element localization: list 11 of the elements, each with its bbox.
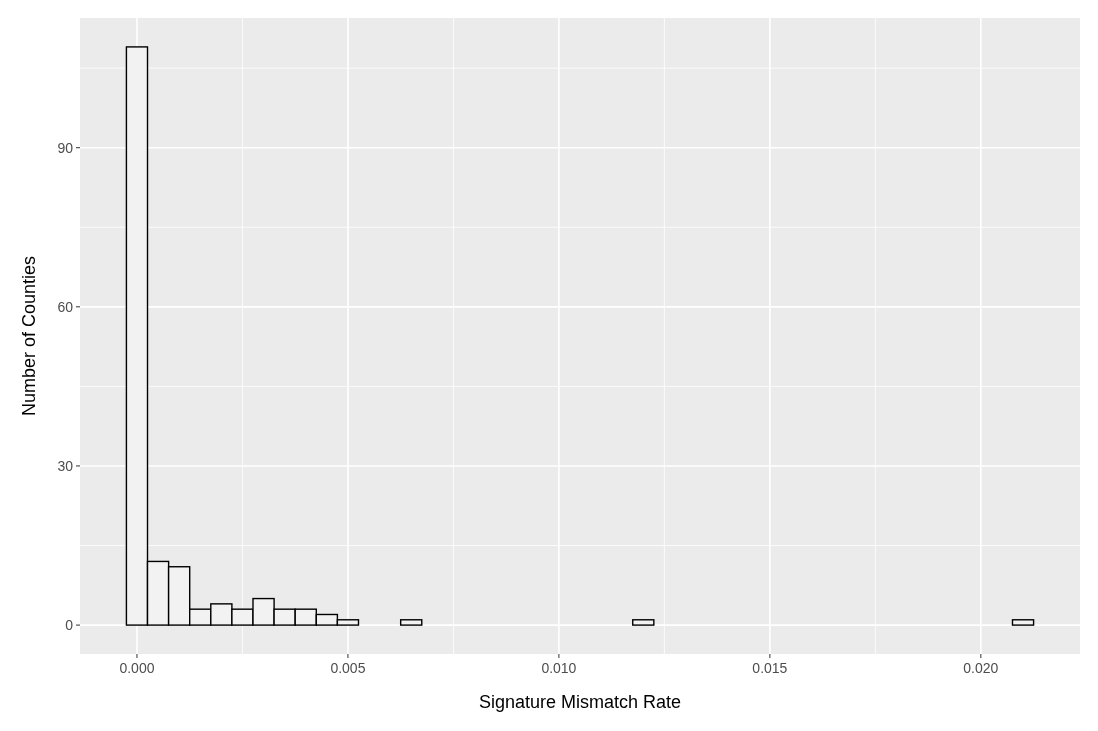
x-tick-label: 0.005 xyxy=(330,660,366,676)
y-tick-label: 30 xyxy=(57,457,74,474)
x-axis-title: Signature Mismatch Rate xyxy=(478,692,682,712)
x-tick-label: 0.000 xyxy=(119,660,155,676)
x-tick-label: 0.015 xyxy=(752,660,788,676)
x-tick-label: 0.020 xyxy=(963,660,999,676)
y-tick-label: 0 xyxy=(65,616,74,633)
y-axis-title: Number of Counties xyxy=(19,255,39,417)
y-tick-label: 90 xyxy=(57,139,74,156)
x-tick-label: 0.010 xyxy=(541,660,577,676)
y-tick-label: 60 xyxy=(57,298,74,315)
